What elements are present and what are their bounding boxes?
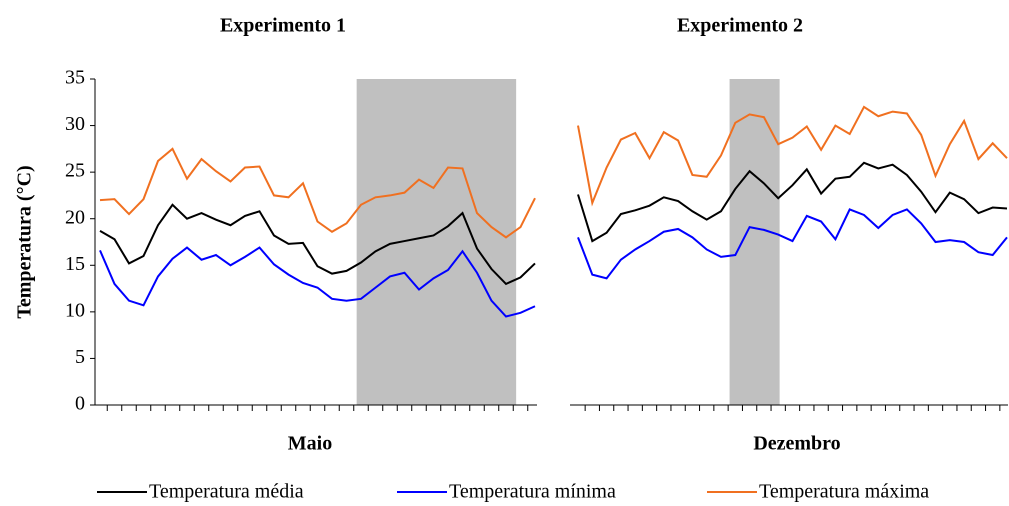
x-axis-label: Maio bbox=[288, 433, 332, 455]
highlight-band bbox=[729, 79, 780, 405]
y-axis-label: Temperatura (°C) bbox=[14, 165, 36, 318]
series-line bbox=[577, 208, 1008, 280]
y-tick-label: 20 bbox=[65, 206, 85, 228]
series-line bbox=[99, 246, 536, 318]
series-line bbox=[99, 203, 536, 286]
series-line bbox=[577, 161, 1008, 243]
y-tick-label: 25 bbox=[65, 160, 85, 182]
legend-label: Temperatura média bbox=[149, 481, 304, 503]
highlight-band bbox=[356, 79, 517, 405]
y-tick-label: 35 bbox=[65, 67, 85, 89]
x-axis-label: Dezembro bbox=[753, 433, 840, 455]
y-tick-label: 15 bbox=[65, 253, 85, 275]
y-tick-label: 10 bbox=[65, 299, 85, 321]
y-tick-label: 0 bbox=[75, 393, 85, 415]
legend-label: Temperatura mínima bbox=[449, 481, 616, 503]
y-tick-label: 5 bbox=[75, 346, 85, 368]
y-tick-label: 30 bbox=[65, 113, 85, 135]
series-line bbox=[577, 105, 1008, 207]
series-line bbox=[99, 147, 536, 239]
panel-title: Experimento 1 bbox=[220, 15, 346, 37]
legend-label: Temperatura máxima bbox=[759, 481, 929, 503]
panel-title: Experimento 2 bbox=[677, 15, 803, 37]
